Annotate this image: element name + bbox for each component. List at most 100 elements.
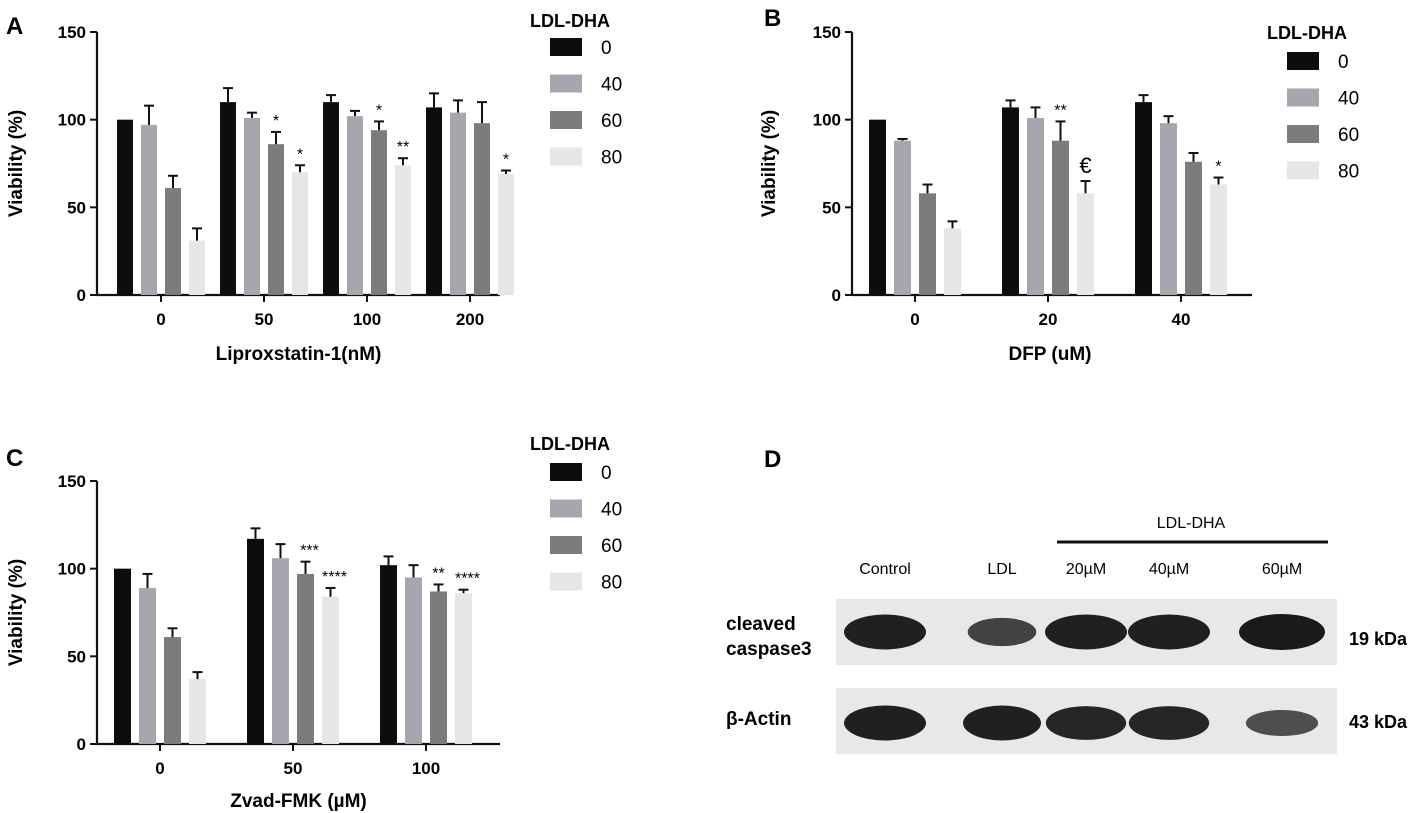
y-tick-label: 100 [58, 111, 86, 130]
legend: LDL-DHA 0 40 60 80 [530, 434, 622, 594]
legend-swatch [550, 536, 582, 554]
significance-marker: * [297, 146, 303, 163]
bar [405, 577, 422, 744]
y-tick-label: 150 [813, 23, 841, 42]
bar [919, 193, 936, 295]
bar [220, 102, 236, 295]
significance-marker: *** [300, 543, 319, 560]
y-tick-label: 50 [822, 198, 841, 217]
significance-marker: * [376, 102, 382, 119]
lane-label: 20µM [1066, 561, 1106, 578]
bar [869, 119, 886, 296]
blot-band [1245, 709, 1319, 737]
legend-title: LDL-DHA [530, 11, 610, 31]
legend-label: 60 [601, 536, 622, 557]
legend-swatch [1287, 52, 1319, 70]
bar [272, 558, 289, 744]
legend-swatch [1287, 125, 1319, 143]
bar [1160, 123, 1177, 295]
panel-label: A [6, 13, 23, 40]
chart-panel-A: A 0 50 100 150 Viability (%) Liproxstatin-1(nM… [6, 11, 622, 365]
panel-label: C [6, 445, 23, 472]
significance-marker: **** [322, 569, 347, 586]
bar [347, 116, 363, 295]
bar [164, 637, 181, 744]
legend: LDL-DHA 0 40 60 80 [530, 11, 622, 169]
x-tick-label: 0 [910, 310, 919, 329]
bar [292, 172, 308, 295]
molecular-weight-label: 43 kDa [1349, 712, 1408, 732]
bar [114, 568, 131, 744]
significance-marker: ** [432, 565, 444, 582]
x-tick-label: 100 [353, 310, 381, 329]
bar [1185, 161, 1202, 295]
bar [268, 144, 284, 295]
bar [189, 240, 205, 295]
bar [426, 107, 442, 295]
bar [944, 228, 961, 295]
blot-band [844, 614, 926, 650]
bar [894, 140, 911, 295]
bar [395, 165, 411, 295]
bar [1077, 193, 1094, 295]
x-tick-label: 20 [1039, 310, 1058, 329]
bar [1027, 117, 1044, 295]
y-tick-label: 0 [77, 735, 86, 754]
legend-label: 0 [1338, 52, 1349, 73]
x-tick-label: 200 [456, 310, 484, 329]
significance-marker: * [503, 152, 509, 169]
x-axis-label: Zvad-FMK (µM) [230, 791, 367, 812]
x-tick-label: 50 [255, 310, 274, 329]
bar [1002, 107, 1019, 295]
molecular-weight-label: 19 kDa [1349, 629, 1408, 649]
bar [1135, 102, 1152, 295]
y-tick-label: 150 [58, 23, 86, 42]
y-tick-label: 150 [58, 472, 86, 491]
y-tick-label: 0 [832, 286, 841, 305]
bar [117, 119, 133, 296]
bar [165, 188, 181, 295]
x-tick-label: 100 [412, 759, 440, 778]
x-tick-label: 50 [284, 759, 303, 778]
legend-label: 60 [1338, 125, 1359, 146]
x-tick-label: 40 [1172, 310, 1191, 329]
x-axis-label: DFP (uM) [1008, 344, 1091, 365]
y-tick-label: 50 [67, 198, 86, 217]
bar [244, 117, 260, 295]
lane-label: 40µM [1149, 561, 1189, 578]
significance-marker: ** [1054, 102, 1066, 119]
legend-swatch [550, 572, 582, 591]
y-tick-label: 0 [77, 286, 86, 305]
y-axis-label: Viability (%) [759, 110, 780, 217]
legend-title: LDL-DHA [1267, 23, 1347, 43]
blot-band [1128, 706, 1210, 740]
legend-swatch [550, 463, 582, 481]
legend-swatch [550, 111, 582, 129]
significance-marker: **** [455, 571, 480, 588]
lane-label: Control [859, 561, 911, 578]
legend-swatch [550, 38, 582, 56]
panel-label: D [764, 446, 781, 473]
legend-label: 80 [1338, 162, 1359, 183]
legend-label: 80 [601, 573, 622, 594]
group-label: LDL-DHA [1157, 515, 1226, 532]
significance-marker: * [273, 113, 279, 130]
significance-marker: € [1079, 153, 1091, 178]
bar [189, 679, 206, 744]
x-axis-label: Liproxstatin-1(nM) [216, 344, 382, 365]
blot-panel-D: D LDL-DHA Control LDL 20µM 40µM 60µM cleaved cas… [726, 446, 1408, 754]
legend-label: 0 [601, 38, 612, 59]
bar [141, 124, 157, 295]
chart-panel-B: B 0 50 100 150 Viability (%) DFP (uM) 0 20 40 ** € *… [759, 5, 1359, 365]
y-axis-label: Viability (%) [6, 559, 27, 666]
bar [247, 538, 264, 744]
bar [297, 573, 314, 744]
bar [322, 596, 339, 744]
blot-band [1045, 706, 1127, 740]
y-tick-label: 50 [67, 647, 86, 666]
bar [1210, 184, 1227, 295]
blot-band [963, 705, 1041, 741]
y-tick-label: 100 [58, 560, 86, 579]
legend-label: 40 [1338, 89, 1359, 110]
